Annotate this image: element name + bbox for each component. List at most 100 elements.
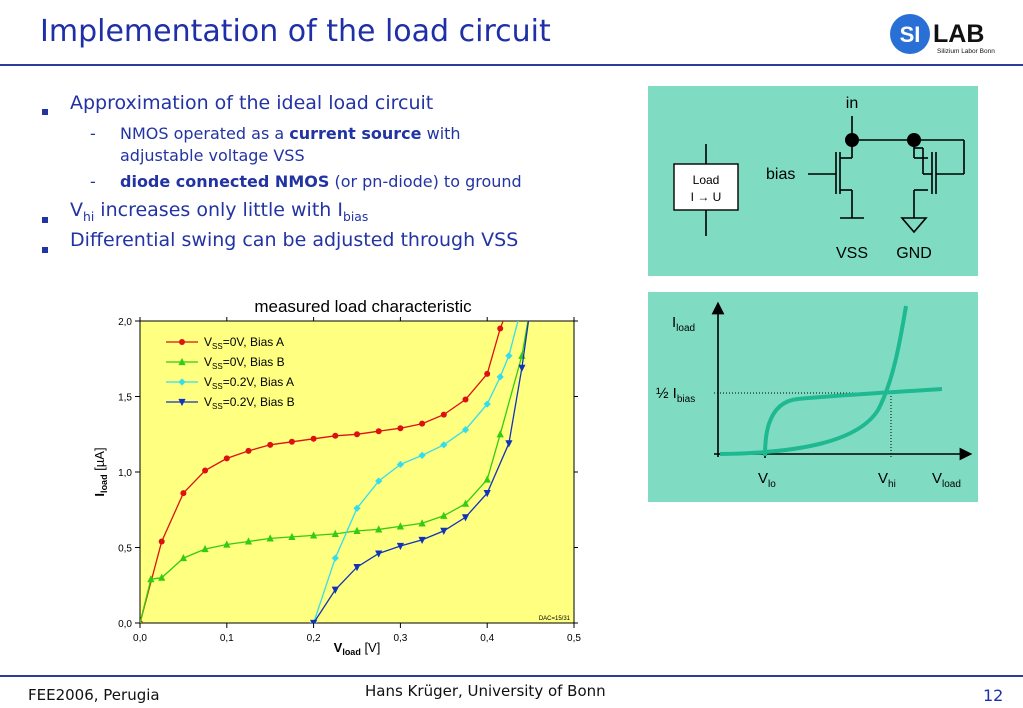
vss-label: VSS (836, 245, 868, 262)
data-point (518, 364, 526, 372)
plot-area (139, 320, 575, 624)
data-point (483, 490, 491, 498)
data-point (397, 425, 404, 432)
circuit-schematic: Load I → U in bias VSS GND (673, 95, 965, 262)
y-label-sub: load (99, 474, 109, 493)
data-point (202, 467, 209, 474)
chart-title: measured load characteristic (254, 297, 472, 316)
data-point (179, 553, 187, 562)
series-group (310, 321, 530, 623)
vhi-label: Vhi (878, 470, 896, 490)
bullet-approximation: Approximation of the ideal load circuit (70, 92, 434, 114)
vload-main: V (932, 470, 942, 487)
legend-v: V (204, 355, 212, 369)
data-point (223, 455, 230, 462)
data-point (461, 499, 470, 507)
ground-symbol (900, 217, 928, 234)
data-point (375, 477, 383, 485)
footer-conference: FEE2006, Perugia (28, 686, 160, 704)
data-point (440, 511, 448, 519)
vload-label: Vload (932, 470, 961, 490)
footer-author: Hans Krüger, University of Bonn (365, 682, 606, 700)
data-point (440, 441, 448, 449)
axis-ticks: 0,0 0,1 0,2 0,3 0,4 0,5 0,0 0,5 1,0 1,5 2,0 (118, 317, 581, 644)
data-point (180, 490, 187, 497)
footer-page-number: 12 (983, 686, 1004, 705)
data-point (158, 573, 166, 581)
sub-bullet-bold: current source (289, 124, 422, 143)
data-point (375, 525, 383, 533)
vlo-main: V (758, 470, 768, 487)
iv-sketch-panel: Iload ½ Ibias Vlo Vhi Vload (648, 292, 978, 502)
title-divider (0, 64, 1023, 66)
sub-bullet-text: (or pn-diode) to ground (329, 172, 522, 191)
out-node-dot (907, 133, 921, 147)
x-tick-label: 0,5 (567, 633, 581, 644)
legend-v: V (204, 395, 212, 409)
series-line (312, 321, 519, 623)
data-point (353, 504, 361, 512)
legend-sub: SS (212, 382, 223, 391)
data-point (353, 526, 361, 534)
x-tick-label: 0,2 (307, 633, 321, 644)
bias-label: bias (766, 166, 795, 183)
bullet-swing: Differential swing can be adjusted throu… (70, 229, 519, 251)
bullet-vhi: Vhi increases only little with Ibias (70, 199, 368, 224)
legend-rest: =0V, Bias B (223, 355, 285, 369)
legend-rest: =0.2V, Bias A (223, 375, 294, 389)
data-point (245, 447, 252, 454)
data-point (201, 544, 209, 553)
silab-logo: SI LAB Silizium Labor Bonn (890, 14, 995, 55)
data-point (484, 370, 491, 377)
data-point (418, 536, 426, 545)
dac-annotation: DAC=15/31 (539, 616, 571, 622)
iload-main: I (672, 314, 676, 331)
sub-bullet-current-source: NMOS operated as a current source with (120, 124, 461, 143)
data-point (331, 554, 339, 562)
legend-v: V (204, 335, 212, 349)
data-point (178, 357, 186, 366)
data-point (178, 398, 186, 407)
sub-bullet-vss-line: adjustable voltage VSS (120, 146, 305, 165)
series-line (313, 321, 530, 623)
sub-bullet-text: with (421, 124, 461, 143)
y-label-main: I (92, 493, 107, 497)
x-label-sub: load (342, 647, 361, 657)
x-tick-label: 0,1 (220, 633, 234, 644)
data-point (244, 537, 253, 545)
data-point (461, 426, 470, 434)
bullet-text: V (70, 199, 83, 221)
data-point (419, 420, 426, 427)
y-tick-label: 1,5 (118, 393, 132, 404)
in-label: in (846, 95, 858, 112)
x-tick-label: 0,3 (393, 633, 407, 644)
series-group (140, 321, 529, 623)
in-node-dot (845, 133, 859, 147)
logo-si: SI (900, 22, 921, 47)
y-tick-label: 1,0 (118, 468, 132, 479)
iload-sub: load (676, 323, 695, 334)
data-series (140, 321, 530, 623)
diode-curve (719, 305, 908, 456)
bullet-text: increases only little with I (94, 199, 343, 221)
data-point (497, 325, 504, 332)
y-tick-label: 0,5 (118, 544, 132, 555)
y-tick-label: 0,0 (118, 619, 132, 630)
legend-sub: SS (212, 362, 223, 371)
data-point (440, 527, 448, 535)
legend-label: VSS=0V, Bias A (204, 335, 284, 351)
vhi-sub: hi (888, 479, 896, 490)
sub-bullet-bold: diode connected NMOS (120, 172, 330, 191)
data-point (331, 586, 339, 594)
sub-bullet-dash: - (90, 172, 96, 191)
load-characteristic-chart: measured load characteristic 0,0 0,1 0,2 0,… (92, 297, 581, 657)
half-ibias-label: ½ Ibias (656, 385, 695, 405)
bullet-marker (42, 208, 48, 227)
data-point (310, 531, 318, 539)
bullet-marker (42, 238, 48, 257)
y-label-unit: [µA] (92, 447, 107, 474)
data-point (288, 438, 295, 445)
legend-sub: SS (212, 342, 223, 351)
data-point (158, 538, 165, 545)
